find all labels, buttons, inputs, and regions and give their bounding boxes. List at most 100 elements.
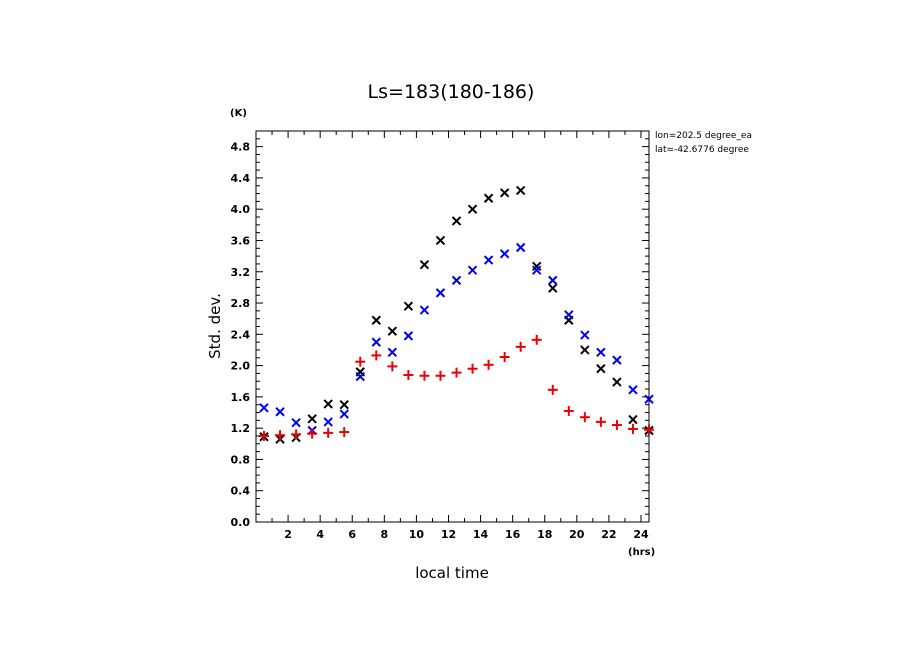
chart-title: Ls=183(180-186)	[368, 81, 535, 103]
x-tick-label: 2	[284, 528, 292, 541]
y-tick-label: 3.6	[231, 234, 251, 247]
data-point	[355, 356, 366, 367]
data-point	[483, 359, 494, 370]
data-point	[548, 275, 558, 286]
data-point	[371, 337, 382, 347]
y-tick-label: 0.0	[231, 516, 251, 529]
data-point	[403, 369, 414, 380]
data-point	[259, 430, 270, 441]
data-point	[595, 416, 606, 427]
x-tick-label: 22	[601, 528, 616, 541]
data-point	[291, 417, 301, 428]
data-point	[515, 341, 526, 352]
data-point	[499, 249, 510, 259]
x-tick-label: 4	[316, 528, 324, 541]
data-point	[387, 361, 398, 372]
x-tick-label: 18	[537, 528, 552, 541]
data-point	[563, 405, 574, 416]
data-point	[548, 283, 558, 293]
data-point	[580, 330, 590, 340]
data-point	[403, 331, 414, 341]
data-point	[467, 265, 478, 275]
data-point	[291, 429, 302, 440]
data-point	[451, 216, 462, 226]
data-point	[467, 204, 478, 214]
data-point	[419, 305, 430, 315]
lon-annotation: lon=202.5 degree_ea	[655, 131, 752, 141]
y-tick-label: 4.0	[231, 203, 251, 216]
data-point	[275, 430, 286, 441]
x-tick-label: 24	[633, 528, 649, 541]
y-tick-label: 2.8	[231, 297, 251, 310]
data-point	[323, 399, 333, 409]
data-point	[371, 315, 382, 325]
data-point	[451, 275, 462, 286]
data-point	[515, 185, 526, 196]
data-point	[531, 334, 542, 345]
y-tick-label: 3.2	[231, 266, 251, 279]
tick-marks: 2 4 6 8 10 12 14 16 18 20 22 240.00.40.81.21.62.02.…	[231, 131, 649, 541]
y-tick-label: 4.8	[231, 141, 251, 154]
data-point	[564, 310, 574, 320]
x-tick-label: 16	[505, 528, 521, 541]
data-point	[532, 261, 542, 271]
y-tick-label: 4.4	[231, 172, 251, 185]
x-tick-label: 20	[569, 528, 585, 541]
data-point	[419, 260, 430, 270]
data-point	[355, 371, 365, 382]
lat-annotation: lat=-42.6776 degree	[655, 145, 749, 155]
x-unit-label: (hrs)	[628, 547, 655, 558]
x-tick-label: 8	[380, 528, 388, 541]
data-point	[403, 301, 414, 311]
data-point	[339, 399, 349, 410]
data-point	[451, 367, 462, 378]
data-point	[580, 345, 590, 355]
y-unit-label: (K)	[230, 108, 247, 119]
data-point	[644, 424, 654, 435]
x-tick-label: 12	[441, 528, 456, 541]
data-point	[532, 265, 542, 275]
y-tick-label: 0.8	[231, 453, 251, 466]
data-point	[435, 370, 446, 381]
data-point	[275, 407, 285, 417]
data-point	[259, 403, 269, 413]
data-point	[628, 385, 638, 395]
data-point	[323, 427, 334, 438]
data-point	[515, 242, 526, 253]
data-point	[467, 363, 478, 374]
data-point	[339, 409, 349, 419]
data-point	[612, 377, 622, 387]
data-point	[419, 370, 430, 381]
data-point	[323, 417, 333, 427]
y-axis-label: Std. dev.	[206, 293, 224, 359]
data-point	[387, 347, 398, 358]
data-point	[435, 235, 446, 246]
data-point	[579, 412, 590, 423]
x-tick-label: 10	[409, 528, 425, 541]
data-point	[596, 347, 606, 358]
data-point	[435, 288, 446, 298]
x-axis-label: local time	[415, 564, 489, 582]
data-point	[483, 193, 494, 203]
data-point	[499, 351, 510, 362]
plot-frame	[255, 130, 650, 523]
data-point	[612, 355, 622, 365]
y-tick-label: 1.2	[231, 422, 251, 435]
data-point	[628, 414, 638, 425]
data-point	[387, 326, 398, 336]
y-tick-label: 1.6	[231, 391, 251, 404]
data-points	[259, 185, 654, 444]
y-tick-label: 0.4	[231, 485, 251, 498]
y-tick-label: 2.4	[231, 328, 251, 341]
data-point	[611, 420, 622, 431]
data-point	[307, 414, 317, 424]
data-point	[307, 428, 318, 439]
x-tick-label: 14	[473, 528, 489, 541]
data-point	[371, 350, 382, 361]
data-point	[644, 394, 654, 404]
data-point	[627, 423, 638, 434]
data-point	[499, 188, 510, 198]
data-point	[339, 427, 350, 438]
data-point	[483, 255, 494, 265]
